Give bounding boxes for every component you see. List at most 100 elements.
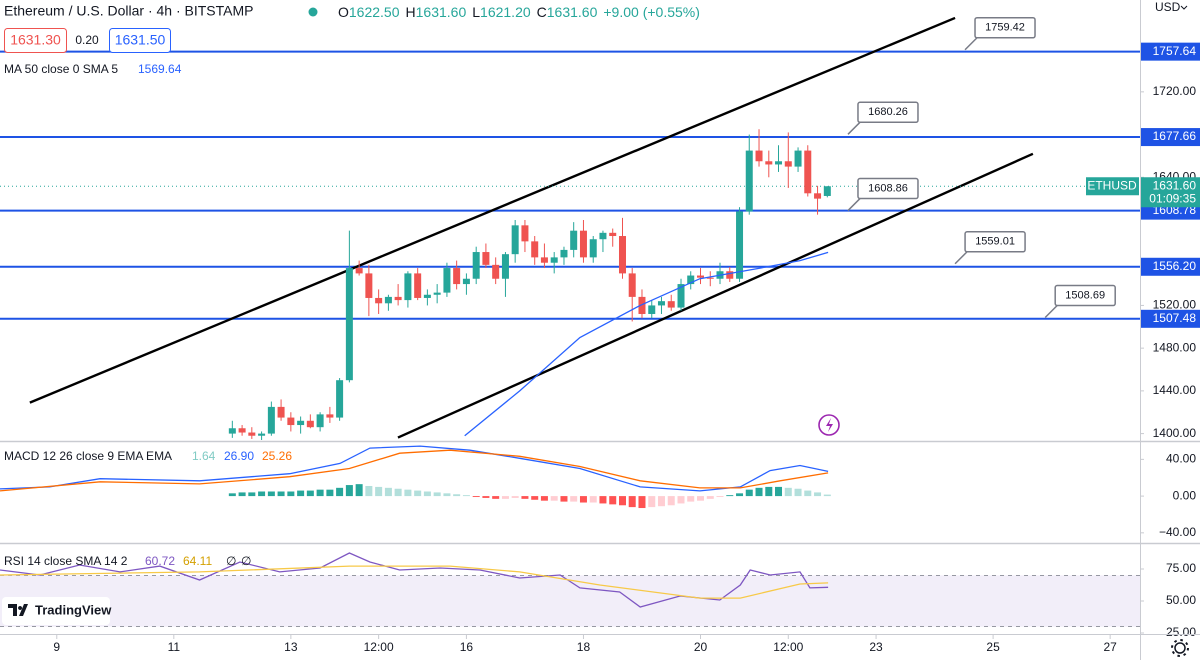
histogram-bar [560,496,568,502]
candle-body [482,252,490,265]
candle-body [238,428,246,433]
callout-box [964,231,1026,253]
price-pane [0,16,1140,440]
indicator-line [0,449,829,492]
histogram-bar [238,492,246,497]
candle-body [697,275,705,278]
histogram-bar [336,487,344,497]
histogram-bar [267,491,275,497]
settings-icon[interactable] [1171,639,1189,657]
logo-box[interactable] [2,597,110,625]
indicator-line [0,552,829,608]
candle-body [248,432,256,436]
price-axis: 1400.001440.001480.001520.001640.001720.… [1140,42,1200,639]
y-tick-label: −40.00 [1159,525,1196,539]
x-tick-label: 9 [53,640,60,654]
candle-body [336,380,344,418]
last-price-box [1141,177,1200,208]
ohlc-value: 1622.50 [349,4,400,20]
histogram-bar [609,496,617,505]
ohlc-key: H [406,4,416,20]
currency[interactable]: USD [1155,0,1181,14]
histogram-bar [804,490,812,497]
trendline [397,152,1034,439]
callout-label: 1508.69 [1065,289,1105,301]
last-price-label: 1631.60 [1153,178,1197,192]
level-label-box [1141,42,1200,61]
candle-body [550,257,558,263]
ask-box[interactable] [109,28,171,53]
logo-text[interactable]: TradingView [35,602,112,617]
level-label: 1677.66 [1153,129,1197,143]
y-tick-label: 1440.00 [1153,383,1197,397]
candle-body [375,297,383,304]
histogram-bar [306,490,314,497]
candle-body [394,296,402,301]
candle-body [765,161,773,165]
y-tick-label: 1400.00 [1153,426,1197,440]
ohlc-key: L [472,4,480,20]
rsi-value: 60.72 [145,554,175,568]
candle-body [326,414,334,418]
rsi-extra: ∅ [241,554,251,568]
callout-label: 1608.86 [868,182,908,194]
level-label: 1556.20 [1153,259,1197,273]
ohlc-value: 1621.20 [480,4,531,20]
callout-label: 1759.42 [985,22,1025,34]
candle-body [228,428,236,434]
x-tick-label: 12:00 [364,640,394,654]
candle-body [443,268,451,293]
ohlc-change: +9.00 (+0.55%) [603,4,700,20]
candle-body [804,150,812,194]
ask-price[interactable]: 1631.50 [115,32,166,48]
histogram-bar [736,493,744,497]
candle-body [609,232,617,237]
candle-body [599,232,607,240]
market-status [308,7,318,17]
candle-body [784,161,792,167]
candle-body [755,150,763,162]
histogram-bar [501,496,509,499]
event-bolt [826,418,833,432]
macd-signal-value: 25.26 [262,449,292,463]
macd-pane [0,445,831,509]
histogram-bar [755,487,763,497]
bid-box[interactable] [4,28,67,53]
rsi-pane [0,552,1140,627]
histogram-bar [511,496,519,498]
callout-label: 1559.01 [975,236,1015,248]
candle-body [736,211,744,279]
histogram-bar [667,496,675,506]
x-tick-label: 18 [577,640,591,654]
callout-box [857,101,919,124]
x-tick-label: 25 [986,640,1000,654]
histogram-bar [579,496,587,503]
candle-body [277,406,285,418]
histogram-bar [365,485,373,497]
histogram-bar [423,491,431,497]
logo-mark [8,604,28,616]
x-tick-label: 20 [694,640,708,654]
candle-body [433,292,441,295]
callout-pointer [954,251,968,265]
bid-price[interactable]: 1631.30 [10,32,61,48]
macd-legend: MACD 12 26 close 9 EMA EMA [4,449,172,463]
histogram-bar [687,496,695,502]
histogram-bar [540,496,548,501]
histogram-bar [697,496,705,501]
histogram-bar [316,489,324,497]
candle-body [501,254,509,279]
ohlc-value: 1631.60 [547,4,598,20]
ohlc-key: O [338,4,349,20]
candle-body [667,301,675,308]
level-label-box [1141,128,1200,147]
candle-body [472,252,480,279]
x-tick-label: 16 [460,640,474,654]
symbol-title: Ethereum / U.S. Dollar · 4h · BITSTAMP [4,3,253,19]
candle-body [306,420,314,428]
histogram-bar [384,487,392,497]
candle-body [638,296,646,314]
histogram-bar [453,494,461,497]
x-tick-label: 12:00 [773,640,803,654]
candle-body [628,273,636,297]
